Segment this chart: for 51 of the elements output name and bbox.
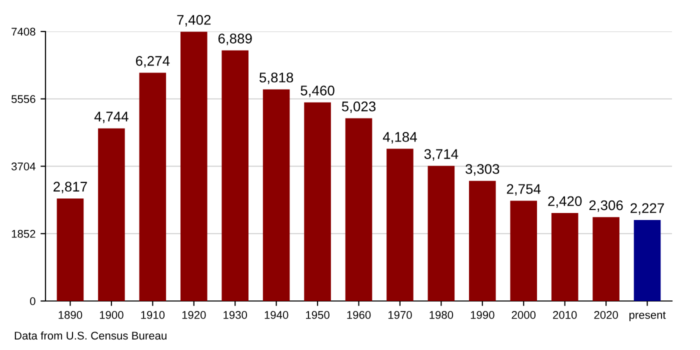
x-tick-label: 1900 xyxy=(100,311,124,319)
y-tick-label: 5556 xyxy=(12,95,36,104)
data-label: 7,402 xyxy=(177,14,211,26)
x-tick-label: 1920 xyxy=(182,311,206,319)
data-label: 6,889 xyxy=(218,34,252,46)
bar xyxy=(262,89,290,301)
y-tick-label: 3704 xyxy=(11,162,36,170)
data-label: 5,460 xyxy=(300,86,334,98)
bar xyxy=(56,198,84,301)
bar xyxy=(180,32,208,301)
bar xyxy=(634,220,661,301)
text: Data from U.S. Census Bureau xyxy=(14,331,166,340)
x-tick-label: 1940 xyxy=(264,311,288,319)
bar xyxy=(345,118,372,301)
bar xyxy=(98,128,125,301)
bar xyxy=(428,166,455,301)
x-tick-label: 1890 xyxy=(58,311,82,319)
x-tick-label: 1960 xyxy=(347,311,371,319)
x-tick-label: 1950 xyxy=(306,311,330,319)
data-label: 4,744 xyxy=(94,112,128,124)
x-tick-label: present xyxy=(629,312,666,322)
y-tick-label: 7408 xyxy=(12,28,36,36)
x-tick-label: 1970 xyxy=(388,311,412,319)
bar xyxy=(222,50,248,301)
data-label: 5,023 xyxy=(342,102,376,113)
data-label: 3,303 xyxy=(466,164,500,176)
data-label: 2,227 xyxy=(630,203,664,215)
x-tick-label: 2000 xyxy=(512,311,536,319)
y-tick-label: 0 xyxy=(30,297,36,306)
x-tick-label: 1980 xyxy=(430,311,454,319)
x-tick-label: 1910 xyxy=(141,311,165,319)
data-label: 2,306 xyxy=(589,200,623,212)
data-label: 2,817 xyxy=(54,182,87,194)
x-tick-label: 1930 xyxy=(224,311,248,319)
bar xyxy=(386,148,414,301)
data-label: 2,754 xyxy=(506,184,541,196)
data-label: 5,818 xyxy=(259,72,294,84)
bar xyxy=(510,200,538,301)
data-label: 2,420 xyxy=(548,196,582,208)
bar xyxy=(304,102,331,301)
x-tick-label: 2020 xyxy=(594,311,618,319)
data-label: 6,274 xyxy=(136,56,170,68)
bar xyxy=(592,217,620,301)
bar xyxy=(469,180,496,301)
bar xyxy=(551,212,578,301)
y-tick-label: 1852 xyxy=(12,230,36,238)
x-tick-label: 2010 xyxy=(553,311,577,319)
bar xyxy=(139,72,166,301)
x-tick-label: 1990 xyxy=(470,311,494,319)
data-label: 3,714 xyxy=(424,149,458,161)
data-label: 4,184 xyxy=(382,132,417,144)
